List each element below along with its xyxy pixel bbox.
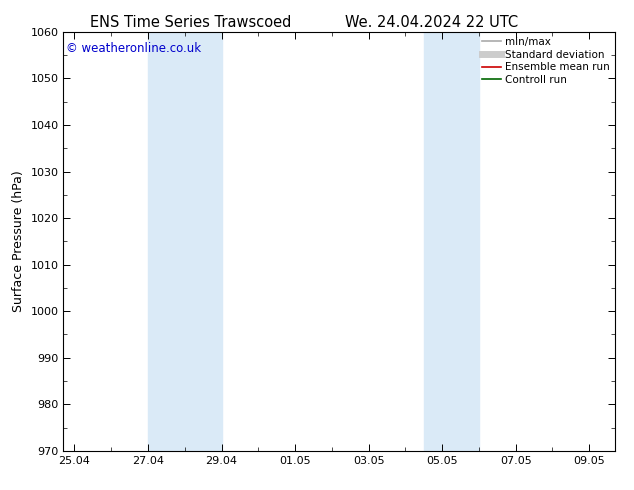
Legend: min/max, Standard deviation, Ensemble mean run, Controll run: min/max, Standard deviation, Ensemble me…: [480, 35, 612, 87]
Bar: [424, 32, 479, 451]
Bar: [148, 32, 221, 451]
Y-axis label: Surface Pressure (hPa): Surface Pressure (hPa): [12, 171, 25, 312]
Text: © weatheronline.co.uk: © weatheronline.co.uk: [66, 42, 201, 55]
Text: We. 24.04.2024 22 UTC: We. 24.04.2024 22 UTC: [344, 15, 518, 30]
Text: ENS Time Series Trawscoed: ENS Time Series Trawscoed: [89, 15, 291, 30]
